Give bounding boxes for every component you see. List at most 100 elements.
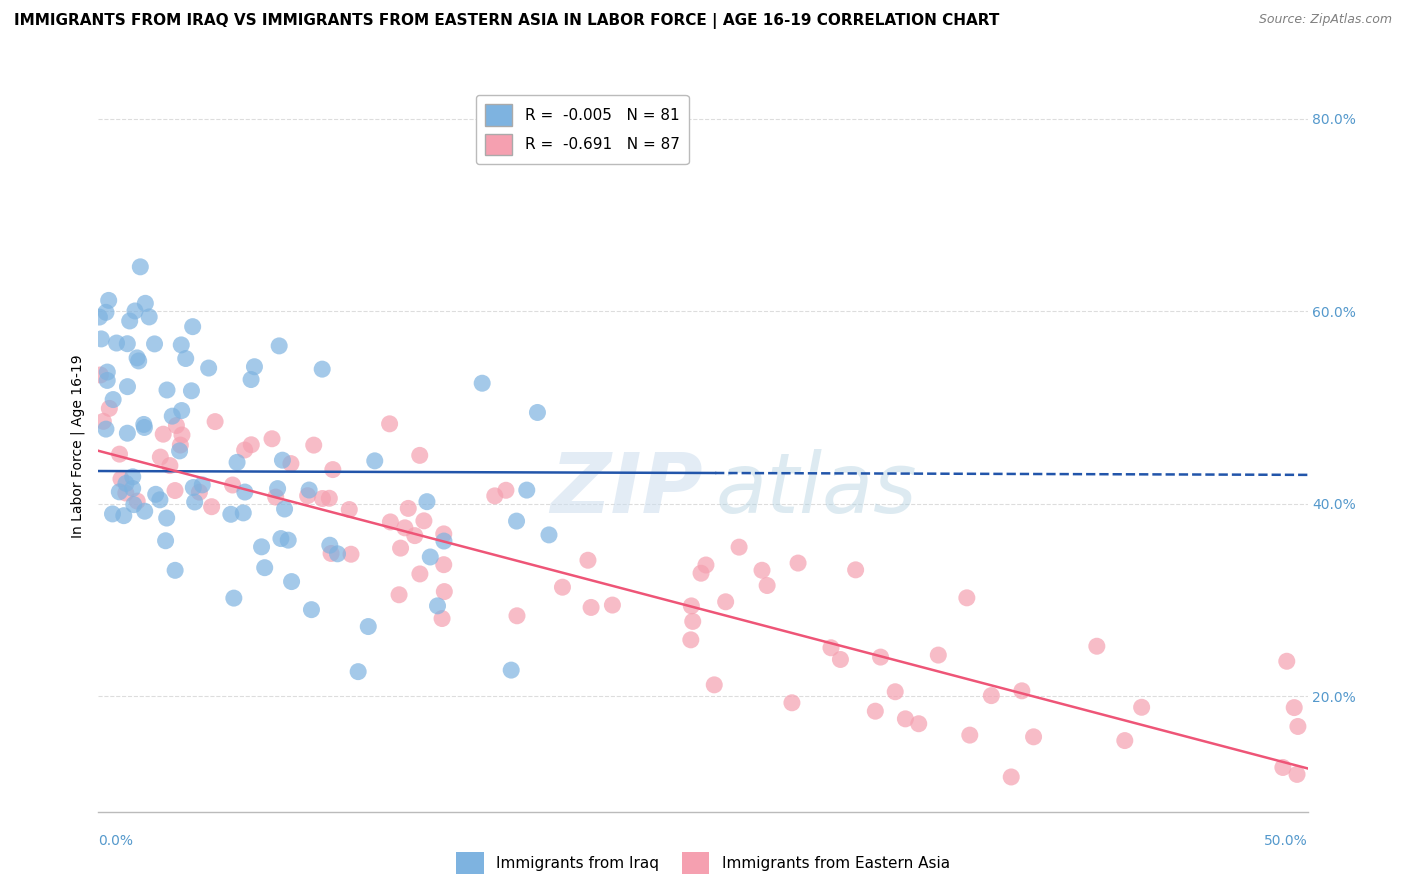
Point (322, 462, 344, 476)
Point (319, 538, 342, 552)
Point (181, 481, 204, 495)
Point (108, 447, 131, 461)
Text: atlas: atlas (716, 450, 917, 531)
Point (388, 588, 411, 602)
Point (1282, 700, 1305, 714)
Point (311, 491, 333, 506)
Point (1286, 719, 1309, 733)
Point (602, 598, 624, 612)
Point (94, 422, 117, 436)
Point (105, 336, 128, 351)
Point (865, 704, 887, 718)
Point (433, 584, 456, 599)
Point (97, 293, 120, 308)
Point (121, 482, 143, 496)
Point (396, 501, 419, 516)
Point (180, 384, 202, 398)
Point (526, 405, 548, 419)
Y-axis label: In Labor Force | Age 16-19: In Labor Force | Age 16-19 (70, 354, 84, 538)
Point (830, 652, 852, 666)
Point (884, 684, 907, 698)
Point (1271, 760, 1294, 774)
Point (121, 470, 143, 484)
Point (433, 558, 456, 572)
Point (117, 379, 139, 393)
Point (426, 599, 449, 613)
Point (537, 528, 560, 542)
Point (93, 414, 115, 428)
Point (118, 314, 141, 328)
Point (226, 455, 249, 469)
Point (201, 500, 224, 514)
Text: ZIP: ZIP (550, 450, 703, 531)
Point (1000, 770, 1022, 784)
Point (108, 484, 131, 499)
Point (495, 483, 517, 498)
Point (188, 485, 211, 500)
Point (516, 483, 538, 497)
Point (159, 458, 181, 473)
Text: 50.0%: 50.0% (1264, 834, 1308, 847)
Point (98, 401, 121, 416)
Point (170, 338, 193, 352)
Point (143, 337, 166, 351)
Point (138, 310, 160, 324)
Point (756, 578, 779, 592)
Point (90, 332, 112, 346)
Point (695, 558, 717, 572)
Point (129, 260, 152, 274)
Point (127, 494, 149, 508)
Point (301, 602, 323, 616)
Point (690, 566, 713, 581)
Point (433, 534, 456, 549)
Point (297, 489, 319, 503)
Point (222, 591, 245, 606)
Point (122, 498, 145, 512)
Point (152, 427, 174, 442)
Point (869, 650, 891, 665)
Point (277, 533, 299, 548)
Point (419, 549, 441, 564)
Point (221, 478, 243, 492)
Point (751, 563, 773, 577)
Point (149, 450, 172, 464)
Point (956, 591, 979, 605)
Point (240, 438, 263, 452)
Legend: Immigrants from Iraq, Immigrants from Eastern Asia: Immigrants from Iraq, Immigrants from Ea… (450, 846, 956, 880)
Text: 0.0%: 0.0% (98, 834, 134, 847)
Legend: R =  -0.005   N = 81, R =  -0.691   N = 87: R = -0.005 N = 81, R = -0.691 N = 87 (475, 95, 689, 164)
Point (501, 663, 523, 677)
Point (260, 432, 283, 446)
Point (112, 508, 135, 523)
Point (471, 376, 494, 391)
Point (117, 426, 139, 441)
Point (273, 502, 295, 516)
Point (101, 507, 124, 521)
Point (170, 403, 193, 417)
Point (409, 566, 432, 581)
Point (780, 696, 803, 710)
Point (117, 336, 139, 351)
Point (197, 361, 219, 376)
Point (389, 541, 412, 555)
Point (183, 495, 205, 509)
Point (127, 351, 149, 365)
Point (433, 527, 456, 541)
Point (340, 547, 363, 561)
Point (266, 482, 288, 496)
Point (163, 483, 186, 498)
Point (907, 716, 929, 731)
Point (319, 546, 342, 560)
Point (894, 712, 917, 726)
Point (134, 296, 156, 310)
Point (1085, 639, 1108, 653)
Point (115, 476, 138, 491)
Point (682, 615, 704, 629)
Point (204, 415, 226, 429)
Point (243, 359, 266, 374)
Point (1130, 700, 1153, 714)
Point (409, 449, 432, 463)
Point (149, 492, 172, 507)
Point (134, 420, 156, 434)
Point (134, 504, 156, 518)
